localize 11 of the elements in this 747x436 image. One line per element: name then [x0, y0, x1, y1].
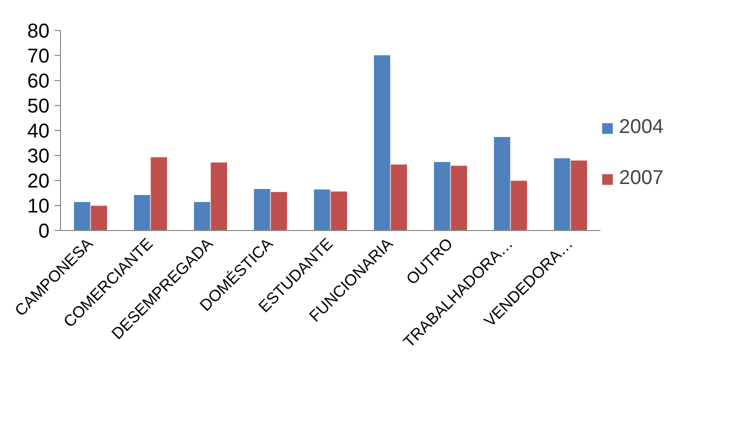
y-tick-label: 0 [38, 220, 50, 242]
y-tick-label: 80 [27, 20, 50, 42]
y-tick-label: 60 [27, 70, 50, 92]
y-tick-label: 40 [27, 120, 50, 142]
legend-label: 2007 [619, 167, 664, 190]
y-tick-label: 10 [27, 196, 50, 218]
y-tick-label: 70 [27, 46, 50, 68]
legend-label: 2004 [619, 116, 664, 139]
y-tick-label: 30 [27, 146, 50, 168]
y-tick-label: 20 [27, 170, 50, 192]
y-tick-label: 50 [27, 96, 50, 118]
